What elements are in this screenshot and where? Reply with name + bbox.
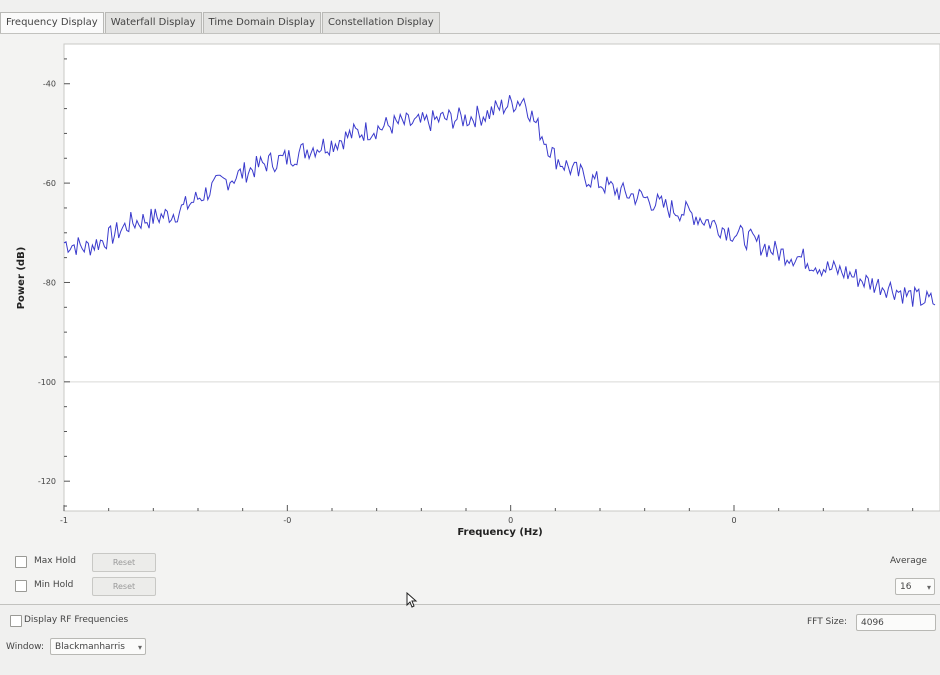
x-axis-label: Frequency (Hz) xyxy=(457,527,542,538)
spectrum-plot[interactable]: -40 -60 -80 -100 -120 -1 -0 0 0 Power (dB) Freq… xyxy=(0,34,940,539)
fft-size-select[interactable]: 4096 xyxy=(856,614,936,631)
min-hold-reset-button[interactable]: Reset xyxy=(92,577,156,596)
y-tick-label: -60 xyxy=(43,179,56,188)
x-tick-label: -0 xyxy=(283,516,291,525)
average-label: Average xyxy=(890,556,927,566)
plot-canvas xyxy=(63,43,940,512)
tab-constellation-display[interactable]: Constellation Display xyxy=(322,12,440,33)
display-rf-label: Display RF Frequencies xyxy=(24,615,129,625)
window-label: Window: xyxy=(6,642,45,652)
window-value: Blackmanharris xyxy=(55,642,125,652)
y-tick-label: -100 xyxy=(38,378,56,387)
x-tick-label: 0 xyxy=(508,516,513,525)
fft-size-label: FFT Size: xyxy=(807,617,848,627)
y-tick-label: -120 xyxy=(38,477,56,486)
x-tick-label: 0 xyxy=(731,516,736,525)
y-tick-label: -40 xyxy=(43,80,56,89)
max-hold-label: Max Hold xyxy=(34,556,76,566)
y-axis-label: Power (dB) xyxy=(16,247,27,310)
fft-size-value: 4096 xyxy=(861,618,884,628)
frequency-display-panel: -40 -60 -80 -100 -120 -1 -0 0 0 Power (dB) Freq… xyxy=(0,33,940,605)
max-hold-reset-button[interactable]: Reset xyxy=(92,553,156,572)
min-hold-label: Min Hold xyxy=(34,580,74,590)
average-value: 16 xyxy=(900,582,912,592)
spectrum-trace xyxy=(63,95,936,307)
tab-waterfall-display[interactable]: Waterfall Display xyxy=(104,12,202,33)
tab-bar: Frequency Display Waterfall Display Time… xyxy=(0,12,441,35)
tab-frequency-display[interactable]: Frequency Display xyxy=(0,12,104,35)
average-select[interactable]: 16 ▾ xyxy=(895,578,935,595)
window-select[interactable]: Blackmanharris ▾ xyxy=(50,638,146,655)
min-hold-checkbox[interactable] xyxy=(15,580,27,592)
max-hold-checkbox[interactable] xyxy=(15,556,27,568)
chevron-down-icon: ▾ xyxy=(137,643,142,652)
y-tick-label: -80 xyxy=(43,278,56,287)
x-tick-label: -1 xyxy=(60,516,68,525)
mouse-pointer-icon xyxy=(406,592,418,608)
tab-time-domain-display[interactable]: Time Domain Display xyxy=(202,12,322,33)
chevron-down-icon: ▾ xyxy=(926,583,931,592)
display-rf-checkbox[interactable] xyxy=(10,615,22,627)
